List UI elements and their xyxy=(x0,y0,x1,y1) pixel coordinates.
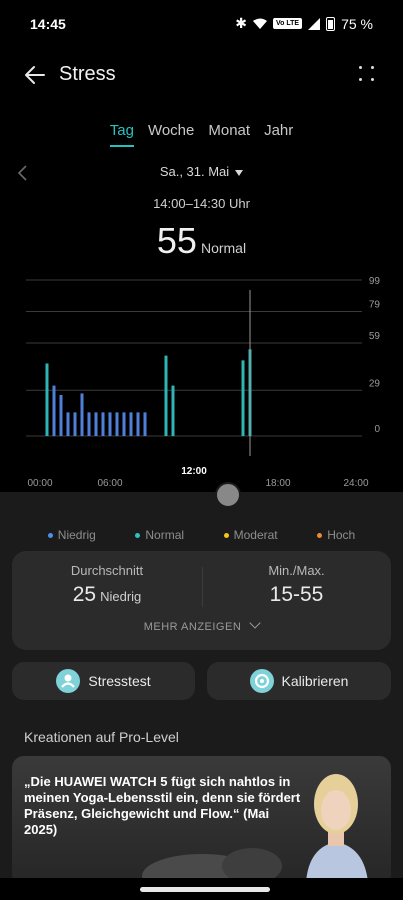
previous-day-icon[interactable] xyxy=(16,164,30,182)
minmax-label: Min./Max. xyxy=(268,563,325,578)
legend-dot xyxy=(223,533,229,539)
status-bar: 14:45 ✱ Vo LTE 75 % xyxy=(0,0,403,46)
stresstest-button[interactable]: Stresstest xyxy=(12,662,195,700)
promo-quote: „Die HUAWEI WATCH 5 fügt sich nahtlos in… xyxy=(24,774,301,837)
tab-jahr[interactable]: Jahr xyxy=(264,122,294,139)
y-tick-label: 29 xyxy=(369,378,381,389)
status-time: 14:45 xyxy=(30,16,66,32)
x-tick-label: 06:00 xyxy=(97,478,122,489)
tab-monat[interactable]: Monat xyxy=(208,122,251,139)
average-level: Niedrig xyxy=(100,589,142,604)
time-range: 14:00–14:30 Uhr xyxy=(153,196,250,211)
current-stress-level: Normal xyxy=(200,240,247,256)
chevron-down-icon xyxy=(249,617,261,629)
current-stress: 55 Normal xyxy=(0,220,403,262)
tab-tag[interactable]: Tag xyxy=(109,122,135,147)
chart-bar xyxy=(129,412,133,436)
chart-scrubber-handle[interactable] xyxy=(215,482,241,508)
y-tick-label: 0 xyxy=(374,424,380,435)
show-more-button[interactable]: MEHR ANZEIGEN xyxy=(12,617,391,633)
chart-bar xyxy=(52,385,56,436)
legend-dot xyxy=(47,533,53,539)
wifi-icon xyxy=(253,18,267,29)
chart-bar xyxy=(73,412,77,436)
volte-badge: Vo LTE xyxy=(273,18,303,29)
chart-bar xyxy=(164,355,168,436)
stats-divider xyxy=(202,567,203,607)
tab-woche[interactable]: Woche xyxy=(147,122,195,139)
period-tabs: Tag Woche Monat Jahr xyxy=(0,120,403,147)
promo-banner[interactable]: „Die HUAWEI WATCH 5 fügt sich nahtlos in… xyxy=(12,756,391,886)
legend-dot xyxy=(317,533,323,539)
back-arrow-icon[interactable] xyxy=(22,62,48,88)
chart-bar xyxy=(94,412,98,436)
dropdown-caret-icon xyxy=(235,169,244,176)
y-tick-label: 59 xyxy=(369,331,381,342)
chart-bar xyxy=(241,360,245,436)
x-tick-label: 12:00 xyxy=(181,466,207,477)
date-label: Sa., 31. Mai xyxy=(159,164,230,179)
chart-bar xyxy=(101,412,105,436)
y-tick-label: 99 xyxy=(369,276,381,287)
chart-bar xyxy=(171,385,175,436)
legend-item-niedrig: Niedrig xyxy=(47,528,96,542)
chart-bar xyxy=(45,363,49,436)
y-tick-label: 79 xyxy=(369,300,381,311)
minmax-value: 15-55 xyxy=(269,583,324,606)
person-icon xyxy=(56,669,81,693)
section-title: Kreationen auf Pro-Level xyxy=(24,729,179,745)
legend-item-hoch: Hoch xyxy=(317,528,355,542)
chart-legend: Niedrig Normal Moderat Hoch xyxy=(0,528,403,542)
calibrate-icon xyxy=(249,669,274,693)
chart-bar xyxy=(108,412,112,436)
kalibrieren-label: Kalibrieren xyxy=(281,673,349,689)
stats-card: Durchschnitt 25 Niedrig Min./Max. 15-55 M… xyxy=(12,551,391,650)
battery-percent: 75 % xyxy=(341,15,373,32)
chart-bar xyxy=(143,412,147,436)
stress-chart[interactable]: 99 79 59 29 0 00:00 06:00 12:00 18:00 24:00 xyxy=(0,270,403,492)
legend-dot xyxy=(135,533,141,539)
promo-person-image xyxy=(306,774,368,882)
legend-item-moderat: Moderat xyxy=(223,528,278,542)
chart-bar xyxy=(136,412,140,436)
home-indicator[interactable] xyxy=(140,887,270,892)
current-stress-value: 55 xyxy=(156,220,197,261)
average-stat: Durchschnitt 25 Niedrig xyxy=(12,563,202,607)
chart-bar xyxy=(115,412,119,436)
chart-bar xyxy=(122,412,126,436)
chart-bar xyxy=(87,412,91,436)
stresstest-label: Stresstest xyxy=(88,673,151,689)
signal-icon xyxy=(308,17,321,30)
x-tick-label: 18:00 xyxy=(265,478,290,489)
chart-bar xyxy=(59,395,63,436)
minmax-stat: Min./Max. 15-55 xyxy=(202,563,391,607)
status-icons: ✱ Vo LTE 75 % xyxy=(235,15,373,32)
average-value: 25 xyxy=(72,583,97,606)
kalibrieren-button[interactable]: Kalibrieren xyxy=(207,662,391,700)
chart-bar xyxy=(80,393,84,436)
average-label: Durchschnitt xyxy=(70,563,144,578)
bluetooth-icon: ✱ xyxy=(235,15,247,31)
x-tick-label: 00:00 xyxy=(27,478,52,489)
more-menu-icon[interactable] xyxy=(359,66,375,82)
chart-bar xyxy=(66,412,70,436)
battery-icon xyxy=(326,16,336,31)
x-tick-label: 24:00 xyxy=(343,478,368,489)
legend-item-normal: Normal xyxy=(135,528,184,542)
date-selector[interactable]: Sa., 31. Mai xyxy=(0,164,403,179)
page-title: Stress xyxy=(59,63,116,85)
